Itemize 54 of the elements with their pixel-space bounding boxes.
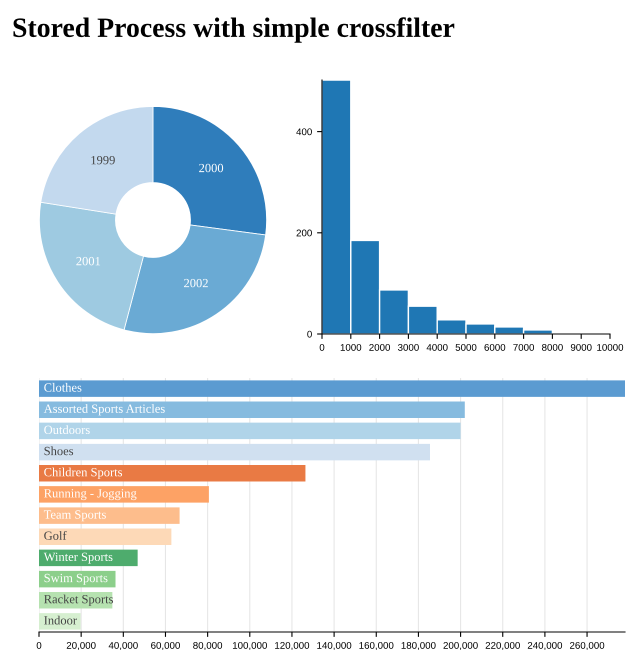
y-tick-label: Assorted Sports Articles bbox=[44, 404, 165, 416]
x-tick-label: 100,000 bbox=[232, 642, 267, 650]
slice-label: 2001 bbox=[76, 256, 100, 266]
x-tick-label: 20,000 bbox=[66, 642, 96, 650]
x-tick-label: 9000 bbox=[570, 344, 592, 351]
x-tick-label: 80,000 bbox=[193, 642, 222, 650]
x-tick-label: 0 bbox=[320, 344, 324, 351]
y-tick-label: Racket Sports bbox=[44, 594, 114, 606]
bar bbox=[39, 380, 625, 397]
chart-title: Stored Process with simple crossfilter bbox=[13, 17, 454, 43]
y-tick-label: 400 bbox=[296, 128, 312, 136]
x-tick-label: 120,000 bbox=[275, 642, 310, 650]
x-tick-label: 2000 bbox=[369, 344, 390, 351]
y-tick-label: Clothes bbox=[44, 382, 82, 392]
bar bbox=[39, 486, 209, 503]
bar bbox=[39, 507, 180, 524]
bar bbox=[39, 444, 430, 460]
y-tick-label: Team Sports bbox=[44, 510, 106, 522]
y-tick-label: Indoor bbox=[44, 616, 77, 625]
x-tick-label: 3000 bbox=[398, 344, 419, 351]
x-tick-label: 60,000 bbox=[151, 642, 180, 650]
x-tick-label: 7000 bbox=[513, 344, 534, 351]
x-tick-label: 0 bbox=[36, 642, 42, 649]
x-tick-label: 180,000 bbox=[402, 642, 436, 650]
y-tick-label: Golf bbox=[44, 530, 67, 540]
x-tick-label: 40,000 bbox=[108, 642, 138, 650]
x-tick-label: 10000 bbox=[597, 344, 624, 351]
slice-label: 2002 bbox=[184, 278, 208, 288]
y-tick-label: 200 bbox=[296, 230, 312, 236]
x-tick-label: 260,000 bbox=[570, 642, 604, 650]
x-tick-label: 4000 bbox=[426, 344, 448, 351]
x-tick-label: 8000 bbox=[542, 344, 563, 351]
bar bbox=[39, 464, 306, 482]
x-tick-label: 140,000 bbox=[317, 642, 352, 650]
y-tick-label: Swim Sports bbox=[44, 574, 108, 585]
bar bbox=[39, 422, 461, 440]
y-tick-label: 0 bbox=[307, 330, 312, 338]
y-tick-label: Outdoors bbox=[44, 425, 90, 434]
x-tick-label: 240,000 bbox=[528, 642, 562, 650]
y-tick-label: Winter Sports bbox=[44, 552, 113, 564]
x-tick-label: 220,000 bbox=[486, 642, 520, 650]
bar bbox=[39, 550, 138, 566]
x-tick-label: 5000 bbox=[456, 344, 476, 351]
bar bbox=[39, 528, 172, 546]
x-tick-label: 6000 bbox=[484, 344, 506, 351]
x-tick-label: 1000 bbox=[340, 344, 362, 351]
slice-label: 2000 bbox=[199, 164, 224, 172]
slice-label: 1999 bbox=[91, 156, 115, 164]
bar bbox=[39, 401, 465, 418]
y-tick-label: Running - Jogging bbox=[44, 489, 137, 500]
y-tick-label: Shoes bbox=[44, 446, 74, 456]
y-tick-label: Children Sports bbox=[44, 468, 122, 479]
x-tick-label: 200,000 bbox=[444, 642, 478, 650]
x-tick-label: 160,000 bbox=[359, 642, 394, 650]
